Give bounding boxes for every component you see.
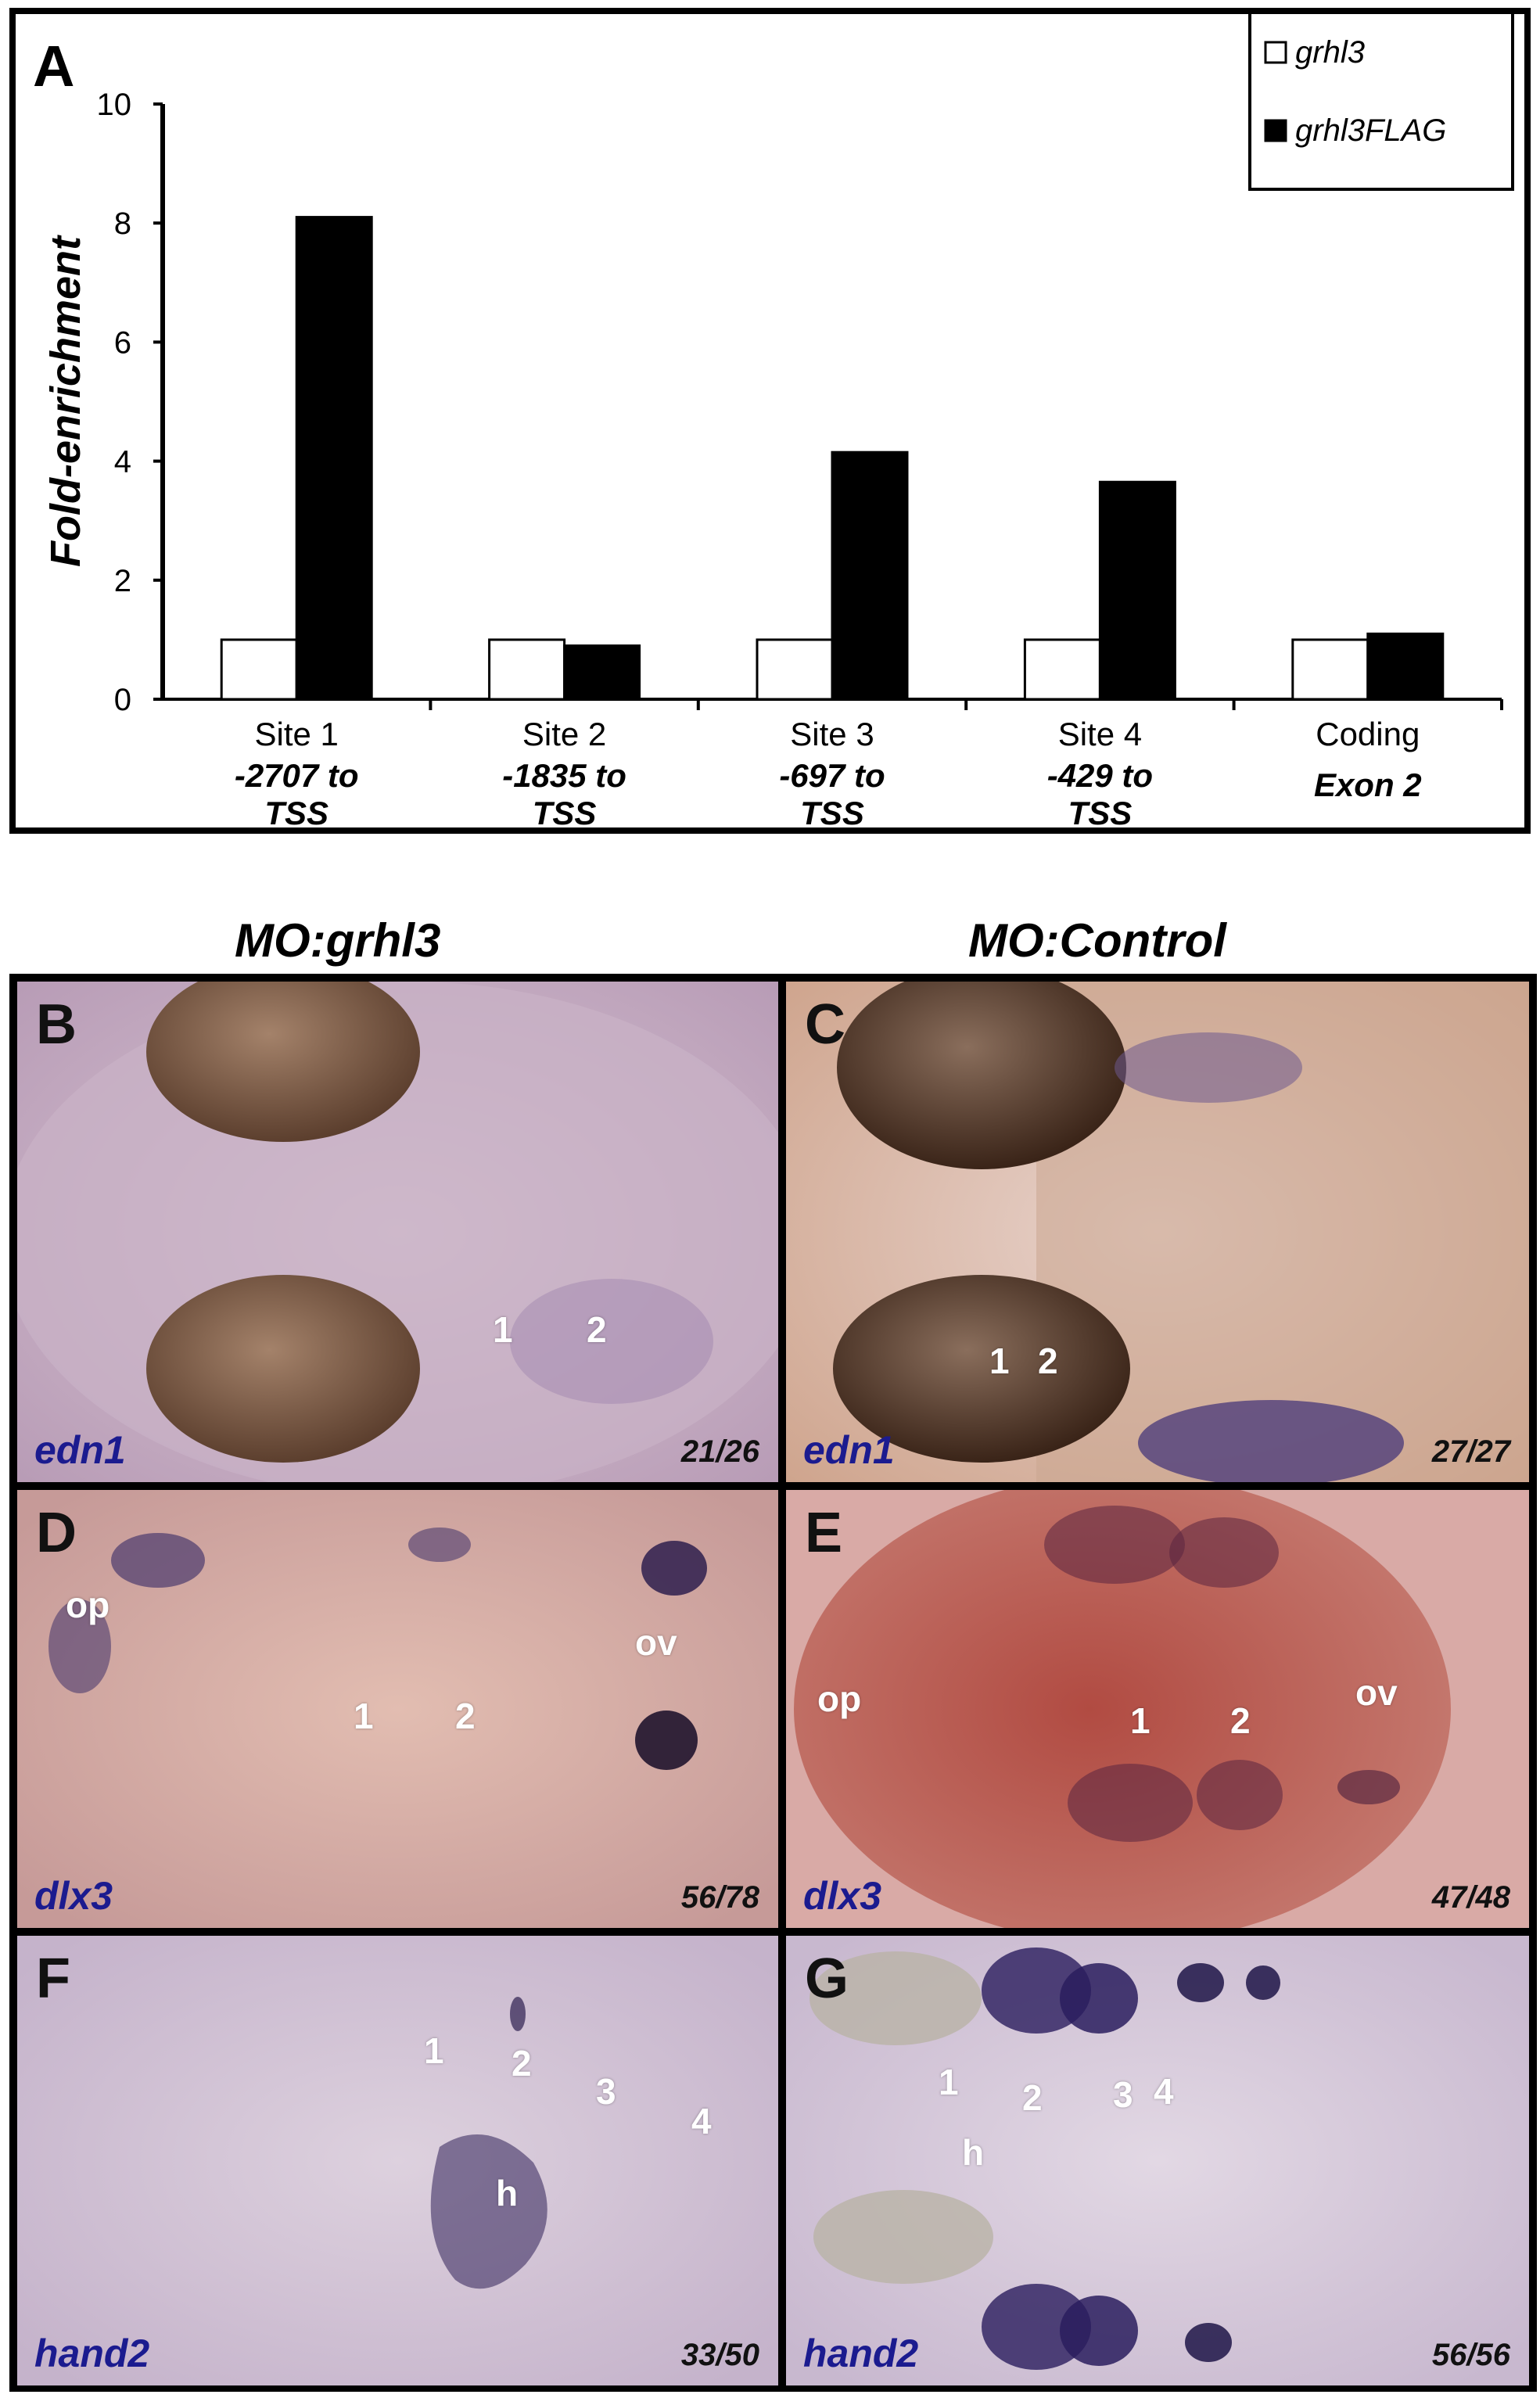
y-tick-label: 8: [114, 206, 131, 241]
embryo-count: 33/50: [680, 2338, 759, 2372]
gene-label: hand2: [803, 2332, 919, 2375]
arch-label-4: 4: [691, 2101, 712, 2141]
embryo-count: 56/56: [1431, 2338, 1510, 2372]
structure-label-ov: ov: [1355, 1672, 1398, 1713]
legend-label-grhl3FLAG: grhl3FLAG: [1295, 113, 1446, 148]
x-tick-label-line1: Site 3: [790, 716, 874, 752]
x-tick-label-line1: Site 1: [254, 716, 338, 752]
y-tick-label: 2: [114, 564, 131, 598]
bar-grhl3FLAG-4: [1098, 480, 1176, 701]
arch-label-2: 2: [1038, 1341, 1058, 1381]
x-tick-label-line1: Site 2: [522, 716, 606, 752]
arch-label-2: 2: [1230, 1700, 1251, 1741]
x-tick-label-line2: -429 to: [1047, 757, 1153, 794]
gene-label: edn1: [803, 1428, 895, 1472]
panel-letter-b: B: [36, 993, 77, 1056]
arch-label-3: 3: [596, 2071, 616, 2112]
embryo-image: [786, 982, 1529, 1482]
arch-label-2: 2: [587, 1309, 607, 1350]
y-tick-label: 0: [114, 683, 131, 717]
arch-label-2: 2: [455, 1696, 476, 1736]
arch-label-2: 2: [512, 2043, 532, 2084]
bar-grhl3FLAG-1: [295, 216, 373, 701]
bar-grhl3FLAG-5: [1366, 632, 1445, 701]
bar-grhl3FLAG-3: [831, 451, 909, 701]
x-tick-label-line2: -2707 to: [235, 757, 359, 794]
x-tick-label-line1: Coding: [1316, 716, 1420, 752]
panel-letter-f: F: [36, 1947, 70, 2010]
x-tick-label-line2: -697 to: [779, 757, 885, 794]
panel-f-photo: F 1 2 3 4 h hand2 33/50: [17, 1936, 778, 2385]
embryo-count: 47/48: [1431, 1880, 1510, 1915]
embryo-count: 21/26: [680, 1434, 759, 1469]
arch-label-1: 1: [424, 2030, 444, 2071]
x-tick-label-line3: TSS: [533, 795, 597, 827]
legend-label-grhl3: grhl3: [1295, 35, 1365, 70]
arch-label-1: 1: [354, 1696, 374, 1736]
x-tick-label-line2: -1835 to: [502, 757, 626, 794]
arch-label-3: 3: [1113, 2074, 1133, 2115]
arch-label-1: 1: [989, 1341, 1010, 1381]
embryo-count: 27/27: [1431, 1434, 1510, 1469]
in-situ-photo-grid: B 1 2 edn1 21/26 C 1 2 edn1 27/27: [9, 974, 1537, 2392]
bar-grhl3-1: [220, 638, 298, 701]
arch-label-2: 2: [1022, 2077, 1043, 2118]
structure-label-op: op: [817, 1678, 862, 1719]
arch-label-1: 1: [939, 2062, 959, 2102]
embryo-count: 56/78: [680, 1880, 759, 1915]
embryo-image: [17, 1490, 778, 1928]
embryo-image: [786, 1490, 1529, 1928]
arch-label-1: 1: [493, 1309, 513, 1350]
y-tick-label: 10: [97, 88, 132, 122]
panel-e-photo: E op ov 1 2 dlx3 47/48: [786, 1490, 1529, 1928]
panel-letter-a: A: [33, 34, 74, 99]
embryo-image: [786, 1936, 1529, 2385]
arch-label-1: 1: [1130, 1700, 1151, 1741]
heart-label-h: h: [962, 2132, 985, 2173]
structure-label-ov: ov: [635, 1622, 677, 1663]
gene-label: dlx3: [34, 1874, 113, 1918]
column-title-left: MO:grhl3: [235, 914, 441, 967]
legend-box: [1248, 14, 1514, 191]
gene-label: hand2: [34, 2332, 150, 2375]
bar-grhl3-3: [756, 638, 834, 701]
legend-swatch-grhl3: [1264, 41, 1287, 64]
x-tick-label-line3: TSS: [1068, 795, 1133, 827]
y-axis-title: Fold-enrichment: [42, 235, 89, 567]
arch-label-4: 4: [1154, 2071, 1174, 2112]
embryo-image: [17, 982, 778, 1482]
legend-swatch-grhl3FLAG: [1264, 119, 1287, 142]
column-title-right: MO:Control: [968, 914, 1226, 967]
panel-b-photo: B 1 2 edn1 21/26: [17, 982, 778, 1482]
x-tick-label-line2: Exon 2: [1314, 766, 1422, 803]
heart-label-h: h: [496, 2173, 519, 2213]
y-tick-label: 6: [114, 325, 131, 360]
gene-label: edn1: [34, 1428, 126, 1472]
panel-a-chart: A 0 2 4 6 8 10 Fold-enrichment Site 1 -2707 to TSS…: [9, 8, 1531, 834]
panel-g-photo: G 1 2 3 4 h hand2 56/56: [786, 1936, 1529, 2385]
bar-grhl3FLAG-2: [563, 644, 641, 701]
embryo-image: [17, 1936, 778, 2385]
bar-grhl3-5: [1291, 638, 1369, 701]
panel-letter-d: D: [36, 1502, 77, 1564]
gene-label: dlx3: [803, 1874, 882, 1918]
x-tick-label-line1: Site 4: [1058, 716, 1142, 752]
panel-letter-g: G: [805, 1947, 849, 2010]
panel-letter-e: E: [805, 1502, 843, 1564]
panel-d-photo: D op ov 1 2 dlx3 56/78: [17, 1490, 778, 1928]
x-tick-label-line3: TSS: [264, 795, 328, 827]
x-tick-label-line3: TSS: [800, 795, 864, 827]
panel-letter-c: C: [805, 993, 845, 1056]
structure-label-op: op: [66, 1585, 110, 1625]
bar-grhl3-4: [1023, 638, 1101, 701]
panel-c-photo: C 1 2 edn1 27/27: [786, 982, 1529, 1482]
y-tick-label: 4: [114, 445, 131, 479]
bar-grhl3-2: [488, 638, 566, 701]
